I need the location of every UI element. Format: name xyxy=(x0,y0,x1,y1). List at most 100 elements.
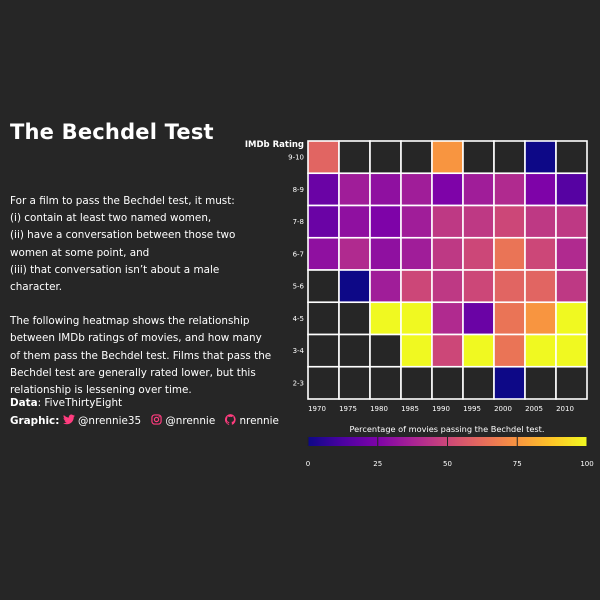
heatmap-cell xyxy=(400,333,433,368)
x-tick-label: 1990 xyxy=(432,405,450,413)
heatmap-cell xyxy=(555,365,588,400)
heatmap-cell xyxy=(462,333,495,368)
heatmap-cell xyxy=(524,365,557,400)
y-tick-label: 2-3 xyxy=(293,379,304,387)
heatmap-cell xyxy=(431,236,464,271)
heatmap-cell xyxy=(400,204,433,239)
heatmap-cell xyxy=(493,301,526,336)
data-label: Data xyxy=(10,397,38,409)
heatmap-cell xyxy=(524,204,557,239)
instagram-handle[interactable]: @nrennie xyxy=(165,415,216,427)
heatmap-cell xyxy=(431,333,464,368)
heatmap-cell xyxy=(307,333,340,368)
heatmap-cell xyxy=(431,140,464,175)
y-tick-label: 7-8 xyxy=(293,218,304,226)
heatmap-cell xyxy=(431,172,464,207)
graphic-label: Graphic xyxy=(10,415,56,427)
legend-tick-label: 25 xyxy=(373,460,382,468)
heatmap-cell xyxy=(369,172,402,207)
heatmap-cell xyxy=(400,172,433,207)
x-tick-label: 1985 xyxy=(401,405,419,413)
legend-tick-label: 50 xyxy=(443,460,452,468)
heatmap-cell xyxy=(369,140,402,175)
description-rule: (iii) that conversation isn’t about a ma… xyxy=(10,263,220,294)
y-tick-label: 6-7 xyxy=(293,250,304,258)
heatmap-cell xyxy=(338,333,371,368)
heatmap-cell xyxy=(555,301,588,336)
heatmap-cell xyxy=(493,333,526,368)
y-tick-labels: 9-10 8-9 7-8 6-7 5-6 4-5 3-4 2-3 xyxy=(288,154,304,388)
heatmap-cell xyxy=(307,301,340,336)
heatmap-cell xyxy=(400,365,433,400)
heatmap-cells xyxy=(307,140,588,400)
heatmap-cell xyxy=(369,365,402,400)
heatmap-cell xyxy=(524,269,557,304)
heatmap-cell xyxy=(462,204,495,239)
heatmap-cell xyxy=(524,172,557,207)
heatmap-cell xyxy=(493,269,526,304)
heatmap-cell xyxy=(462,269,495,304)
heatmap-cell xyxy=(431,301,464,336)
heatmap-cell xyxy=(431,269,464,304)
heatmap-cell xyxy=(307,204,340,239)
heatmap-cell xyxy=(462,172,495,207)
heatmap-cell xyxy=(493,140,526,175)
credits: Data: FiveThirtyEight Graphic: @nrennie3… xyxy=(10,394,279,431)
x-tick-label: 2005 xyxy=(525,405,543,413)
heatmap-cell xyxy=(338,301,371,336)
heatmap-cell xyxy=(431,204,464,239)
heatmap-cell xyxy=(307,140,340,175)
y-tick-label: 5-6 xyxy=(293,283,305,291)
legend-tick-label: 100 xyxy=(580,460,593,468)
heatmap-cell xyxy=(369,236,402,271)
description-line: relationship is lessening over time. xyxy=(10,384,192,397)
heatmap-cell xyxy=(369,204,402,239)
heatmap-cell xyxy=(400,301,433,336)
heatmap-cell xyxy=(493,236,526,271)
x-tick-label: 2000 xyxy=(494,405,512,413)
graphic-credit: Graphic: @nrennie35 @nrennie nrennie xyxy=(10,412,279,431)
heatmap-cell xyxy=(338,204,371,239)
instagram-icon xyxy=(151,413,162,431)
heatmap-cell xyxy=(555,140,588,175)
x-tick-label: 1980 xyxy=(370,405,388,413)
twitter-handle[interactable]: @nrennie35 xyxy=(78,415,142,427)
x-tick-label: 2010 xyxy=(556,405,574,413)
heatmap-cell xyxy=(524,236,557,271)
heatmap-cell xyxy=(338,236,371,271)
heatmap-cell xyxy=(307,236,340,271)
legend-ticks: 0 25 50 75 100 xyxy=(306,437,594,468)
heatmap-cell xyxy=(462,301,495,336)
github-icon xyxy=(225,413,236,431)
y-axis-label: IMDb Rating xyxy=(245,140,304,150)
description-line: The following heatmap shows the relation… xyxy=(10,315,250,328)
heatmap-cell xyxy=(338,365,371,400)
heatmap-cell xyxy=(493,365,526,400)
heatmap-cell xyxy=(400,140,433,175)
heatmap-cell xyxy=(369,333,402,368)
description-line: Bechdel test are generally rated lower, … xyxy=(10,366,256,379)
heatmap-cell xyxy=(555,269,588,304)
description-rule: (i) contain at least two named women, xyxy=(10,212,212,225)
x-tick-label: 1995 xyxy=(463,405,481,413)
heatmap-cell xyxy=(338,140,371,175)
y-tick-label: 8-9 xyxy=(293,186,304,194)
y-tick-label: 4-5 xyxy=(293,315,304,323)
description-line: of them pass the Bechdel test. Films tha… xyxy=(10,349,272,362)
heatmap-cell xyxy=(400,236,433,271)
description-rule: (ii) have a conversation between those t… xyxy=(10,229,236,242)
description-rule: women at some point, and xyxy=(10,246,150,259)
x-tick-label: 1975 xyxy=(339,405,357,413)
heatmap-cell xyxy=(462,236,495,271)
github-handle[interactable]: nrennie xyxy=(239,415,279,427)
x-tick-label: 1970 xyxy=(308,405,326,413)
y-tick-label: 9-10 xyxy=(288,154,304,162)
heatmap-cell xyxy=(338,269,371,304)
y-tick-label: 3-4 xyxy=(293,347,305,355)
description-line: between IMDb ratings of movies, and how … xyxy=(10,332,262,345)
page-title: The Bechdel Test xyxy=(10,120,214,144)
description: For a film to pass the Bechdel test, it … xyxy=(10,193,272,399)
heatmap-cell xyxy=(524,301,557,336)
legend-colorbar xyxy=(308,437,587,446)
heatmap-cell xyxy=(555,333,588,368)
